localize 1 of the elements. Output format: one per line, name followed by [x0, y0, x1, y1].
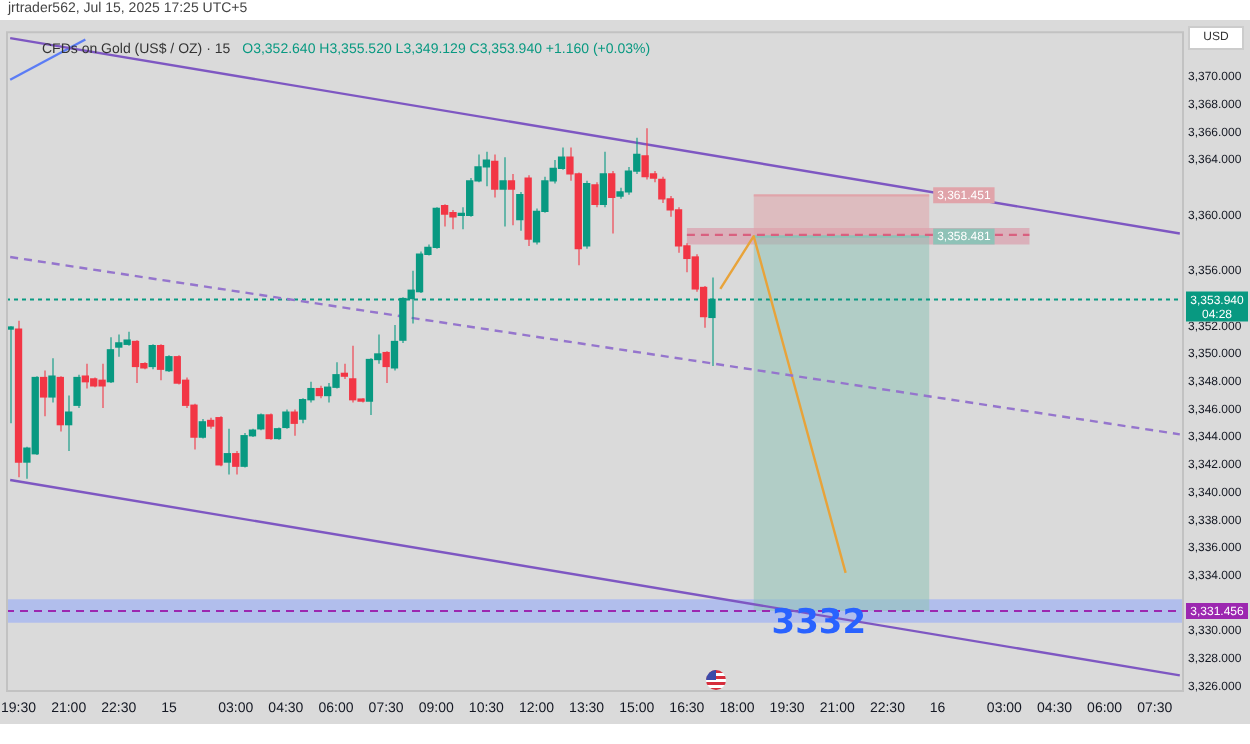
band-label: 3332 — [771, 602, 867, 643]
